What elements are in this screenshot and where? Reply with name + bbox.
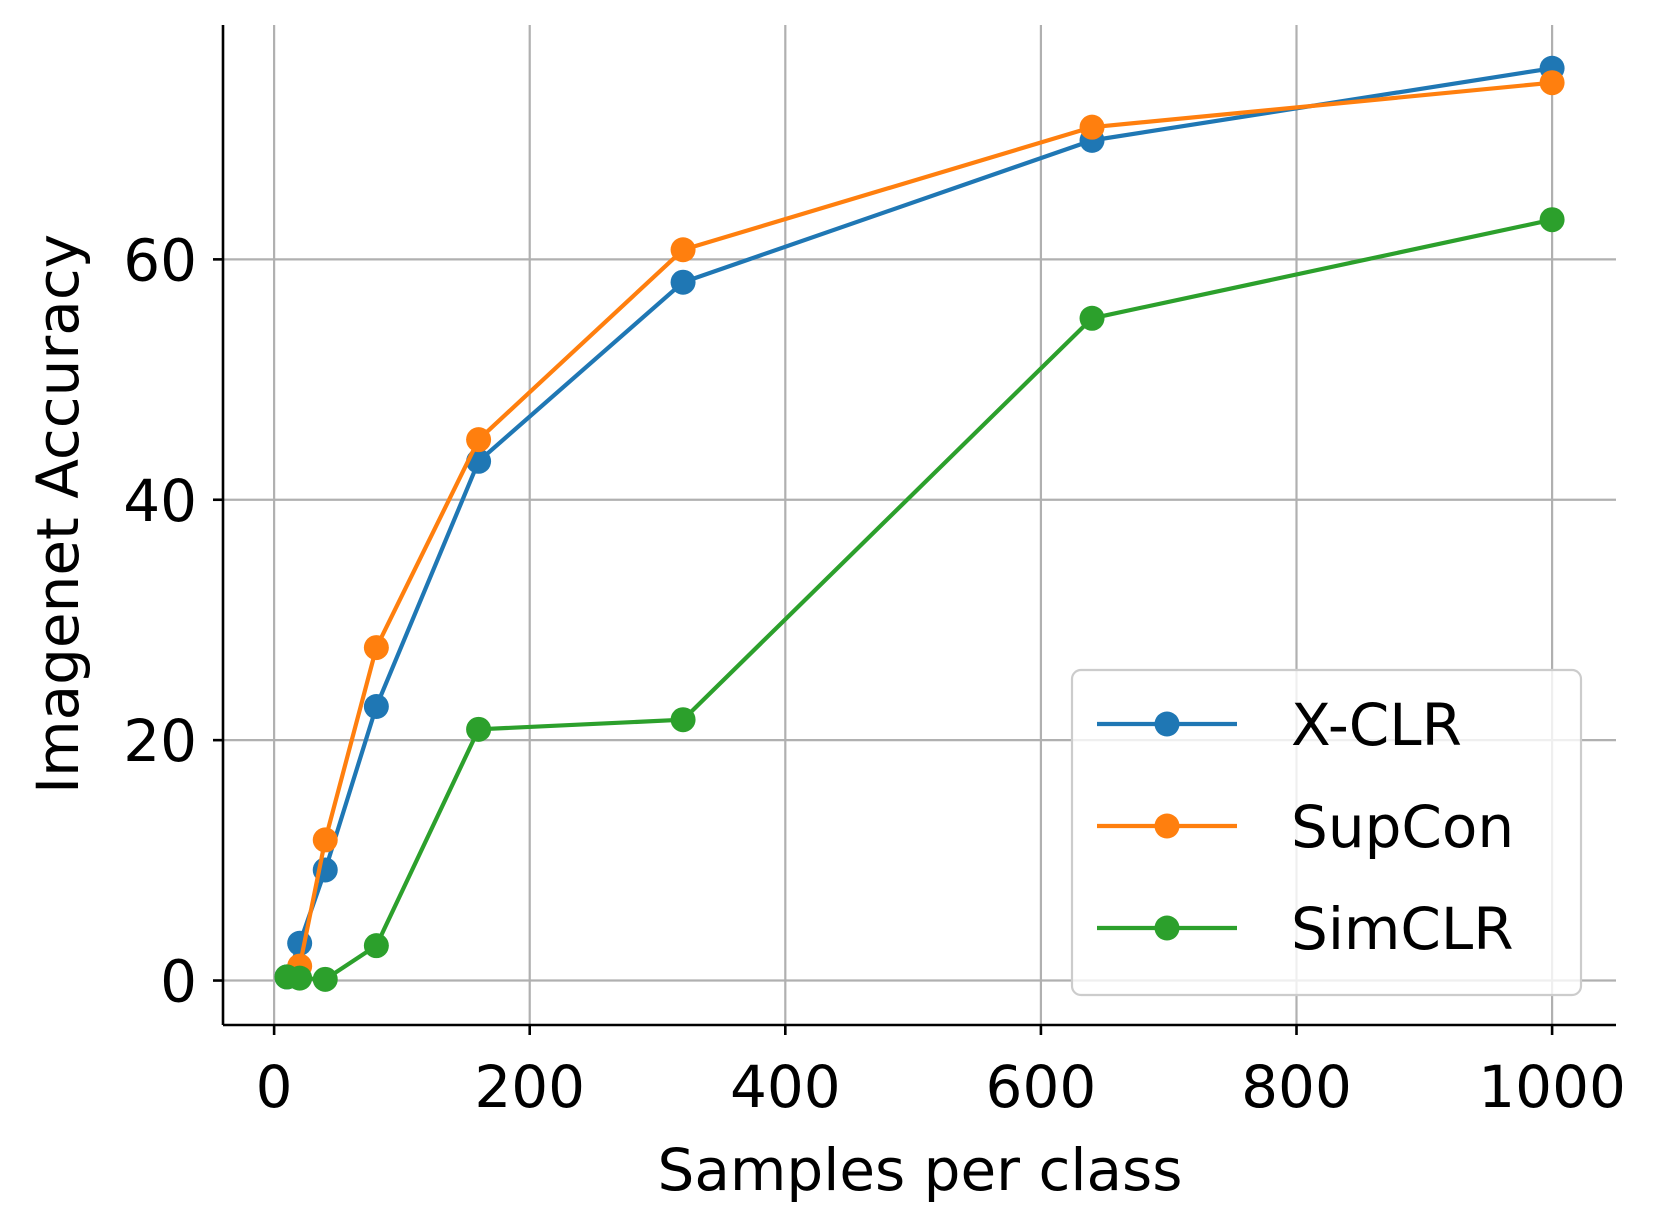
legend-marker-x-clr xyxy=(1154,711,1180,737)
legend-label-x-clr: X-CLR xyxy=(1291,691,1462,759)
legend-box xyxy=(1070,668,1583,997)
axes: 0 200 400 600 800 1000 0 20 40 60 xyxy=(123,25,1626,1121)
data-point-simclr xyxy=(670,707,696,733)
y-axis-label: Imagenet Accuracy xyxy=(24,234,92,794)
data-point-supcon xyxy=(466,427,492,453)
grid xyxy=(223,25,1616,1025)
legend-entry-supcon: SupCon xyxy=(1097,793,1514,861)
data-point-supcon xyxy=(1079,114,1105,140)
legend-marker-simclr xyxy=(1154,915,1180,941)
data-point-x-clr xyxy=(287,930,313,956)
data-point-supcon xyxy=(312,827,338,853)
legend: X-CLR SupCon SimCLR xyxy=(1070,668,1583,997)
data-point-simclr xyxy=(287,965,313,991)
legend-marker-supcon xyxy=(1154,813,1180,839)
x-tick-label: 0 xyxy=(256,1053,293,1121)
legend-label-simclr: SimCLR xyxy=(1291,895,1514,963)
data-point-x-clr xyxy=(363,693,389,719)
x-tick-label: 200 xyxy=(474,1053,585,1121)
data-point-simclr xyxy=(363,933,389,959)
y-tick-label: 60 xyxy=(123,226,197,294)
data-point-supcon xyxy=(670,237,696,263)
data-point-supcon xyxy=(1539,70,1565,96)
legend-entry-simclr: SimCLR xyxy=(1097,895,1514,963)
legend-entry-x-clr: X-CLR xyxy=(1097,691,1462,759)
y-tick-label: 20 xyxy=(123,707,197,775)
data-point-simclr xyxy=(1539,207,1565,233)
data-point-x-clr xyxy=(670,269,696,295)
x-tick-label: 400 xyxy=(730,1053,841,1121)
x-tick-label: 1000 xyxy=(1478,1053,1626,1121)
data-point-simclr xyxy=(1079,305,1105,331)
y-tick-label: 0 xyxy=(160,948,197,1016)
data-point-simclr xyxy=(312,966,338,992)
y-tick-label: 40 xyxy=(123,467,197,535)
legend-label-supcon: SupCon xyxy=(1291,793,1514,861)
x-tick-label: 800 xyxy=(1241,1053,1352,1121)
series-supcon xyxy=(287,70,1565,979)
data-series xyxy=(274,55,1565,992)
x-tick-label: 600 xyxy=(986,1053,1097,1121)
data-point-supcon xyxy=(363,635,389,661)
series-simclr xyxy=(274,207,1565,992)
data-point-simclr xyxy=(466,716,492,742)
x-axis-label: Samples per class xyxy=(658,1136,1183,1204)
series-line-x-clr xyxy=(284,66,1555,980)
